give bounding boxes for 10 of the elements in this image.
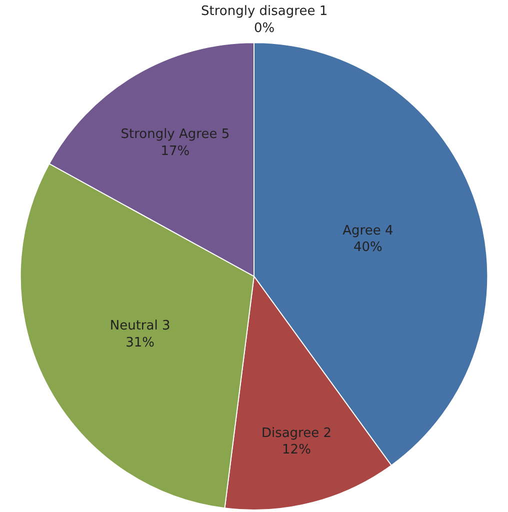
- data-label: 40%: [353, 240, 382, 256]
- slice-label: Neutral 3: [110, 318, 170, 334]
- slice-label: Disagree 2: [261, 426, 332, 441]
- text: 0%: [254, 20, 275, 36]
- slice-label: Strongly Agree 5: [120, 127, 230, 142]
- data-label: 12%: [282, 442, 311, 458]
- category-label: Strongly disagree 1: [201, 4, 328, 19]
- slice-label: Agree 4: [342, 223, 394, 238]
- data-label: 17%: [160, 144, 190, 159]
- data-label: 31%: [126, 335, 154, 350]
